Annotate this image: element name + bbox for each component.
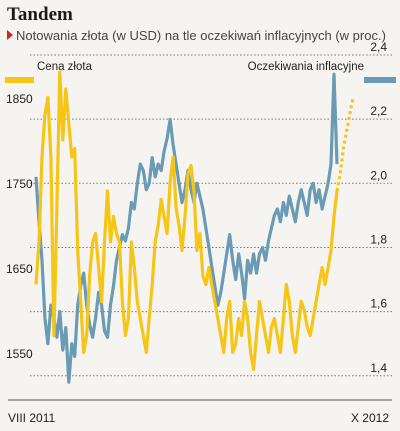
y-tick-right: 2,2 bbox=[370, 104, 387, 118]
y-tick-right: 2,4 bbox=[370, 40, 387, 54]
y-tick-left: 1550 bbox=[6, 347, 33, 361]
y-tick-left: 1750 bbox=[6, 177, 33, 191]
chart-subtitle: Notowania złota (w USD) na tle oczekiwań… bbox=[16, 28, 386, 43]
series-line-gold bbox=[34, 70, 339, 372]
chart-title: Tandem bbox=[7, 4, 73, 25]
x-tick-end: X 2012 bbox=[351, 411, 389, 425]
series-line-gold-projection bbox=[335, 97, 355, 192]
y-tick-left: 1850 bbox=[6, 92, 33, 106]
y-tick-right: 2,0 bbox=[370, 168, 387, 182]
y-tick-left: 1650 bbox=[6, 262, 33, 276]
legend-swatch-gold bbox=[5, 77, 34, 83]
y-tick-right: 1,6 bbox=[370, 297, 387, 311]
y-tick-right: 1,8 bbox=[370, 232, 387, 246]
x-tick-start: VIII 2011 bbox=[8, 411, 55, 425]
legend-label-inflation: Oczekiwania inflacyjne bbox=[248, 61, 364, 73]
y-tick-right: 1,4 bbox=[370, 361, 387, 375]
triangle-icon bbox=[7, 30, 13, 40]
legend-swatch-inflation bbox=[364, 77, 396, 83]
legend-label-gold: Cena złota bbox=[37, 61, 93, 73]
